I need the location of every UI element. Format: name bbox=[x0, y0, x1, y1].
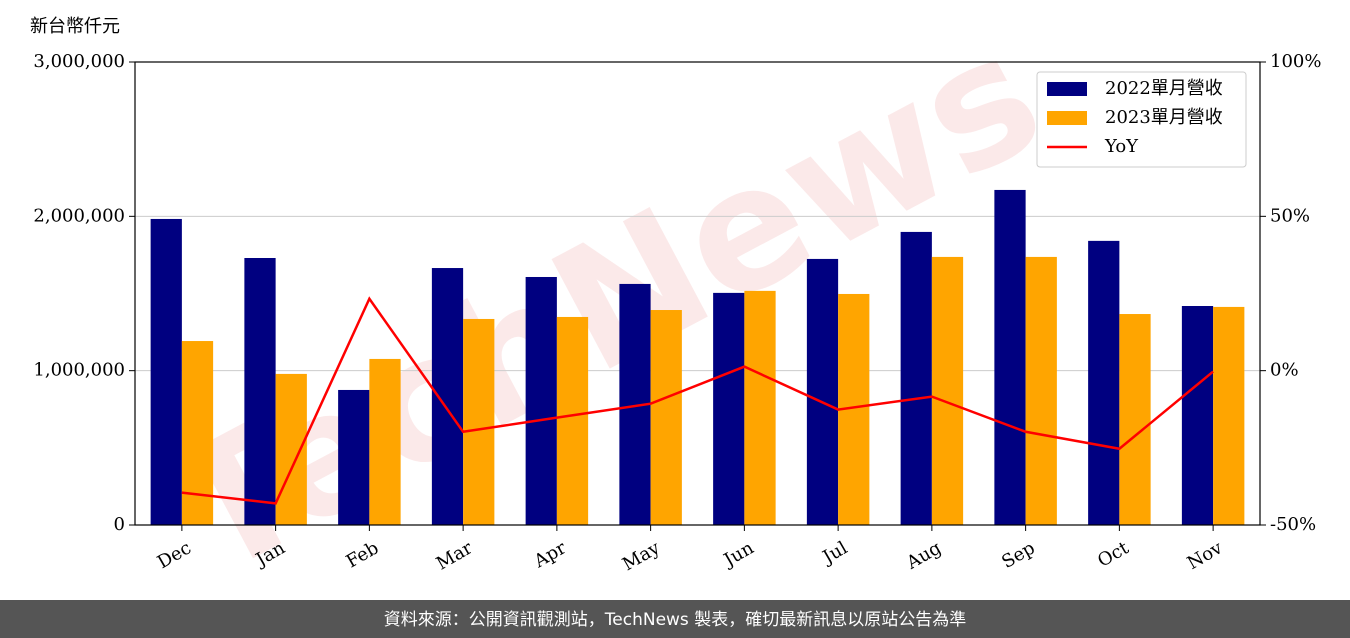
bar bbox=[931, 256, 964, 525]
bar bbox=[900, 231, 932, 525]
bar bbox=[1181, 306, 1214, 525]
x-tick-label: Mar bbox=[433, 537, 477, 574]
bar bbox=[1213, 306, 1245, 525]
x-tick-label: Dec bbox=[154, 537, 195, 573]
x-tick-label: May bbox=[619, 537, 664, 575]
bar bbox=[150, 218, 182, 525]
plot-frame bbox=[134, 61, 1261, 526]
y2-tick-label: 50% bbox=[1270, 205, 1310, 226]
y-tick-label: 2,000,000 bbox=[33, 205, 125, 226]
bar bbox=[806, 258, 839, 525]
bar bbox=[338, 389, 370, 525]
bar bbox=[244, 258, 276, 525]
y2-tick-label: 100% bbox=[1270, 51, 1321, 72]
bar bbox=[431, 268, 464, 525]
x-tick-label: Jul bbox=[818, 537, 852, 569]
bar bbox=[369, 358, 401, 525]
x-tick-label: Oct bbox=[1094, 537, 1133, 572]
legend-swatch bbox=[1047, 111, 1087, 125]
bar bbox=[181, 341, 214, 525]
bar bbox=[1025, 256, 1057, 525]
y-tick-label: 3,000,000 bbox=[33, 51, 125, 72]
y-tick-label: 0 bbox=[114, 514, 125, 535]
y-tick-label: 1,000,000 bbox=[33, 360, 125, 381]
x-tick-label: Jun bbox=[719, 537, 758, 572]
line bbox=[181, 296, 1214, 505]
bar bbox=[713, 292, 745, 525]
source-note: 資料來源：公開資訊觀測站，TechNews 製表，確切最新訊息以原站公告為準 bbox=[384, 610, 966, 630]
legend-label: 2022單月營收 bbox=[1105, 78, 1223, 99]
legend-label: YoY bbox=[1104, 136, 1139, 157]
y2-tick-label: -50% bbox=[1270, 514, 1316, 535]
bar bbox=[1119, 314, 1151, 525]
legend-swatch bbox=[1047, 82, 1087, 96]
footer-bar bbox=[0, 600, 1350, 638]
x-tick-label: Sep bbox=[998, 537, 1038, 572]
x-tick-label: Aug bbox=[902, 537, 945, 574]
bar bbox=[525, 276, 557, 525]
bar bbox=[275, 373, 307, 525]
bar bbox=[744, 290, 776, 525]
bar bbox=[1088, 240, 1120, 526]
x-tick-label: Apr bbox=[530, 537, 570, 572]
bar bbox=[463, 318, 495, 525]
legend-box bbox=[1036, 71, 1247, 168]
y2-tick-label: 0% bbox=[1270, 360, 1299, 381]
legend-label: 2023單月營收 bbox=[1105, 107, 1223, 128]
bar bbox=[994, 189, 1026, 526]
bar bbox=[650, 310, 682, 525]
bar bbox=[556, 316, 589, 525]
x-tick-label: Nov bbox=[1184, 537, 1227, 574]
y-axis-label: 新台幣仟元 bbox=[30, 16, 120, 37]
